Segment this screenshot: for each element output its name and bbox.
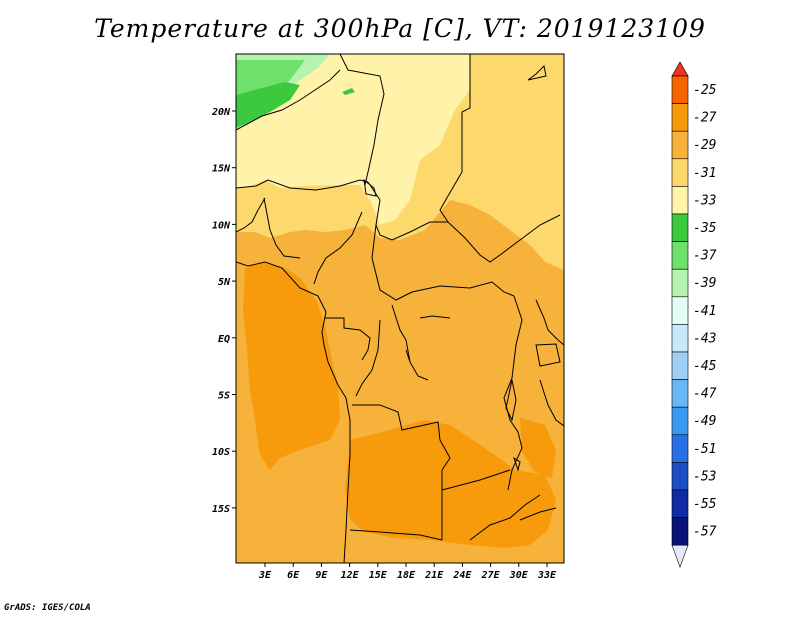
lon-tick-label: 6E: [287, 570, 300, 581]
latitude-axis: 20N 15N 10N 5N EQ 5S 10S 15S: [211, 107, 236, 515]
lon-tick-label: 27E: [481, 570, 501, 581]
lon-tick-label: 33E: [537, 570, 557, 581]
lat-tick-label: 10N: [212, 220, 231, 231]
colorbar-label: -39: [693, 276, 716, 291]
colorbar: -25 -27 -29 -31 -33 -35 -37 -39 -41 -43 -45 -47 -49 -…: [671, 61, 717, 569]
field-green-dark: [236, 82, 300, 128]
map-frame: [235, 53, 565, 564]
lat-tick-label: 10S: [212, 447, 230, 458]
colorbar-box: [671, 434, 689, 463]
colorbar-label: -43: [693, 331, 716, 346]
field-warm-south: [345, 420, 556, 548]
colorbar-top-triangle: [671, 61, 689, 77]
colorbar-box: [671, 268, 689, 298]
colorbar-label: -31: [693, 166, 716, 181]
colorbar-box: [671, 296, 689, 325]
lat-tick-label: 5S: [218, 391, 230, 402]
lon-tick-label: 21E: [424, 570, 444, 581]
colorbar-box: [671, 213, 689, 242]
field-warm-east: [520, 418, 556, 478]
field-warm-west: [243, 262, 340, 470]
colorbar-box: [671, 517, 689, 546]
colorbar-box: [671, 462, 689, 491]
colorbar-box: [671, 489, 689, 518]
colorbar-label: -53: [693, 469, 716, 484]
colorbar-label: -51: [693, 442, 716, 457]
chart-title: Temperature at 300hPa [C], VT: 201912310…: [94, 14, 706, 43]
lat-tick-label: 15N: [212, 164, 231, 175]
country-borders: [236, 54, 564, 563]
colorbar-box: [671, 351, 689, 380]
temperature-field: [236, 54, 564, 563]
colorbar-box: [671, 158, 689, 187]
lon-tick-label: 24E: [452, 570, 472, 581]
colorbar-label: -57: [693, 525, 717, 540]
lat-tick-label: 20N: [211, 107, 231, 118]
colorbar-box: [671, 130, 689, 160]
colorbar-box: [671, 379, 689, 408]
field-green-spot: [342, 88, 355, 95]
colorbar-box: [671, 324, 689, 353]
colorbar-label: -35: [693, 221, 717, 236]
colorbar-label: -49: [693, 414, 716, 429]
colorbar-box: [671, 241, 689, 270]
colorbar-label: -47: [693, 387, 717, 402]
lat-tick-label: EQ: [218, 334, 230, 345]
colorbar-box: [671, 103, 689, 132]
lon-tick-label: 12E: [341, 570, 360, 581]
colorbar-label: -27: [693, 111, 717, 126]
colorbar-label: -55: [693, 497, 717, 512]
colorbar-box: [671, 406, 689, 436]
lat-tick-label: 15S: [212, 504, 230, 515]
colorbar-bottom-triangle: [671, 544, 689, 569]
field-cold-band: [236, 54, 470, 225]
lon-tick-label: 18E: [397, 570, 416, 581]
lon-tick-label: 3E: [258, 570, 272, 581]
lon-tick-label: 9E: [315, 570, 328, 581]
lat-tick-label: 5N: [218, 277, 231, 288]
lon-tick-label: 30E: [509, 570, 529, 581]
lon-tick-label: 15E: [369, 570, 388, 581]
grads-credit: GrADS: IGES/COLA: [4, 603, 91, 613]
colorbar-label: -29: [693, 138, 716, 153]
colorbar-box: [671, 186, 689, 215]
colorbar-label: -33: [693, 193, 716, 208]
colorbar-box: [671, 75, 689, 104]
longitude-axis: 3E 6E 9E 12E 15E 18E 21E 24E 27E 30E 33E: [258, 563, 557, 581]
colorbar-label: -45: [693, 359, 717, 374]
colorbar-label: -37: [693, 249, 717, 264]
colorbar-label: -41: [693, 304, 716, 319]
colorbar-label: -25: [693, 83, 717, 98]
